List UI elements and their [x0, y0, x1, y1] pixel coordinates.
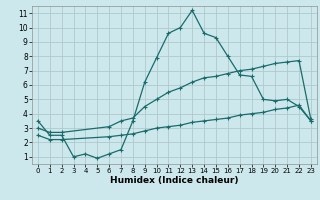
X-axis label: Humidex (Indice chaleur): Humidex (Indice chaleur) [110, 176, 239, 185]
